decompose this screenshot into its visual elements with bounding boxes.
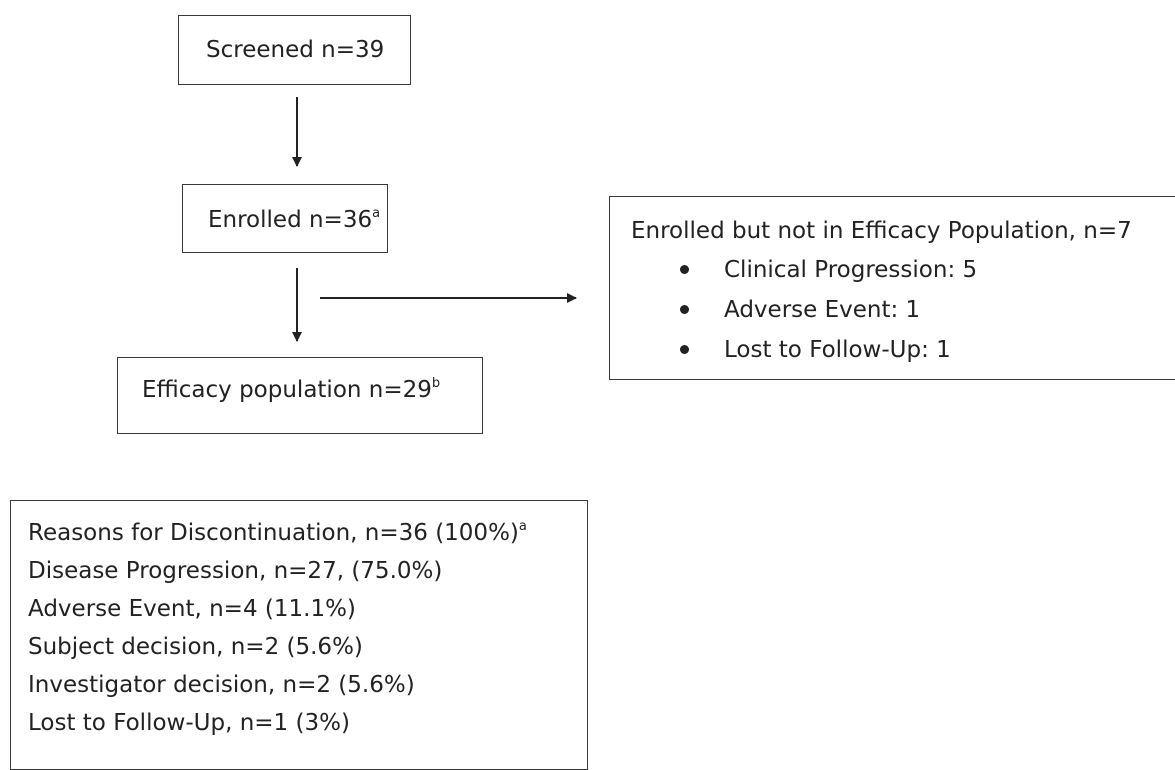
discontinuation-item: Adverse Event, n=4 (11.1%)	[28, 596, 356, 622]
efficacy-text: Efficacy population n=29	[142, 377, 432, 403]
discontinuation-item: Lost to Follow-Up, n=1 (3%)	[28, 710, 350, 736]
bullet-icon	[680, 265, 689, 274]
screened-box: Screened n=39	[178, 15, 411, 85]
discontinuation-title: Reasons for Discontinuation, n=36 (100%)…	[28, 519, 527, 546]
enrolled-box: Enrolled n=36a	[182, 184, 388, 253]
discontinuation-item: Disease Progression, n=27, (75.0%)	[28, 558, 443, 584]
efficacy-population-box: Efficacy population n=29b	[117, 357, 483, 434]
discontinuation-title-text: Reasons for Discontinuation, n=36 (100%)	[28, 520, 519, 546]
not-in-efficacy-item: Adverse Event: 1	[724, 297, 921, 323]
enrolled-label: Enrolled n=36a	[208, 206, 381, 233]
bullet-icon	[680, 305, 689, 314]
bullet-icon	[680, 345, 689, 354]
flow-arrows	[292, 97, 577, 342]
not-in-efficacy-item: Lost to Follow-Up: 1	[724, 337, 951, 363]
efficacy-footnote: b	[431, 376, 441, 391]
discontinuation-item: Subject decision, n=2 (5.6%)	[28, 634, 363, 660]
enrolled-text: Enrolled n=36	[208, 207, 373, 233]
discontinuation-box: Reasons for Discontinuation, n=36 (100%)…	[10, 500, 588, 770]
enrolled-footnote: a	[372, 206, 381, 221]
screened-label: Screened n=39	[206, 37, 385, 63]
not-in-efficacy-title: Enrolled but not in Efficacy Population,…	[631, 218, 1132, 244]
not-in-efficacy-item: Clinical Progression: 5	[724, 257, 978, 283]
efficacy-label: Efficacy population n=29b	[142, 376, 441, 403]
discontinuation-footnote: a	[518, 519, 527, 534]
not-in-efficacy-box: Enrolled but not in Efficacy Population,…	[609, 196, 1175, 380]
discontinuation-item: Investigator decision, n=2 (5.6%)	[28, 672, 415, 698]
